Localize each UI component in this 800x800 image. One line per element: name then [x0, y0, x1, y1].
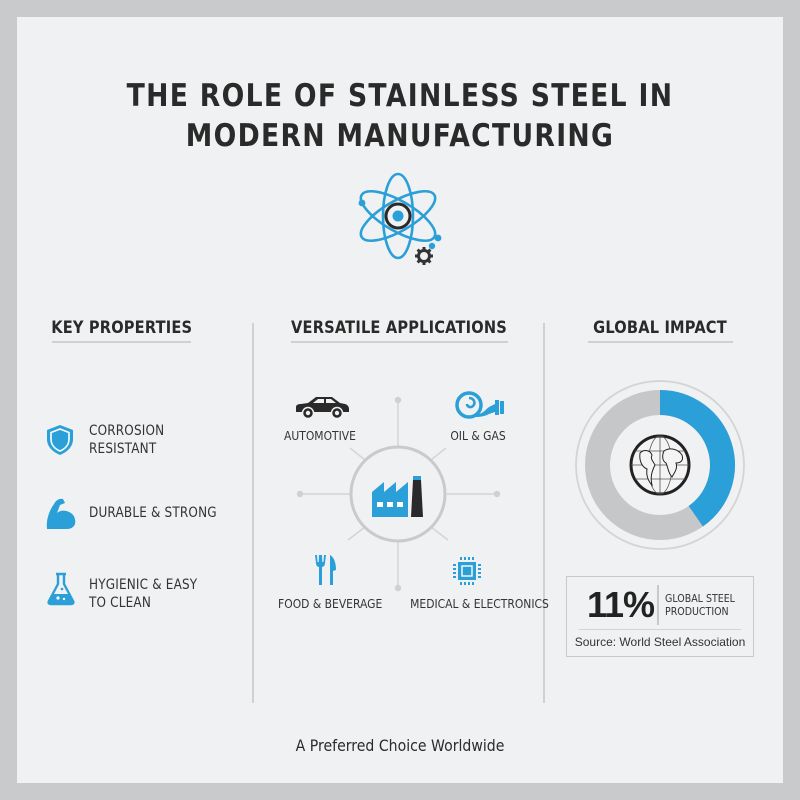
property-label-line1: CORROSION — [89, 423, 165, 439]
stat-rule — [579, 629, 741, 630]
stat-divider — [657, 585, 659, 625]
property-label-line1: DURABLE & STRONG — [89, 505, 217, 521]
application-label: FOOD & BEVERAGE — [278, 596, 383, 611]
fork-knife-icon — [314, 554, 338, 586]
stat-label-line2: PRODUCTION — [665, 605, 729, 618]
flexed-arm-icon — [45, 496, 77, 530]
property-label-line2: RESISTANT — [89, 441, 157, 457]
column-divider-right — [543, 323, 545, 703]
applications-underline — [291, 341, 508, 343]
application-label: AUTOMOTIVE — [284, 428, 356, 443]
global-impact-underline — [588, 341, 733, 343]
application-label: MEDICAL & ELECTRONICS — [410, 596, 549, 611]
stat-box: 11% GLOBAL STEEL PRODUCTION Source: Worl… — [566, 576, 754, 657]
flask-icon — [46, 572, 76, 606]
car-icon — [294, 395, 350, 419]
pipe-swirl-icon — [455, 390, 505, 422]
global-impact-heading: GLOBAL IMPACT — [593, 318, 727, 338]
page-title: THE ROLE OF STAINLESS STEEL IN MODERN MA… — [56, 76, 744, 156]
shield-icon — [46, 424, 74, 456]
microchip-icon — [452, 556, 482, 586]
key-properties-heading: KEY PROPERTIES — [51, 318, 193, 338]
stat-value: 11% — [587, 584, 655, 625]
factory-icon — [370, 474, 428, 518]
title-line-1: THE ROLE OF STAINLESS STEEL IN — [126, 78, 674, 114]
property-label-line2: TO CLEAN — [89, 595, 152, 611]
donut-highlight-segment — [659, 390, 735, 527]
atom-gear-icon — [348, 168, 452, 272]
global-impact-donut-chart — [570, 375, 750, 555]
key-properties-underline — [52, 341, 191, 343]
applications-heading: VERSATILE APPLICATIONS — [291, 318, 507, 338]
globe-icon — [628, 433, 692, 497]
title-line-2: MODERN MANUFACTURING — [185, 118, 615, 154]
stat-label-line1: GLOBAL STEEL — [665, 592, 735, 605]
application-label: OIL & GAS — [450, 428, 506, 443]
stat-source: Source: World Steel Association — [574, 635, 746, 649]
property-label-line1: HYGIENIC & EASY — [89, 577, 198, 593]
column-divider-left — [252, 323, 254, 703]
footer-tagline: A Preferred Choice Worldwide — [295, 736, 505, 755]
